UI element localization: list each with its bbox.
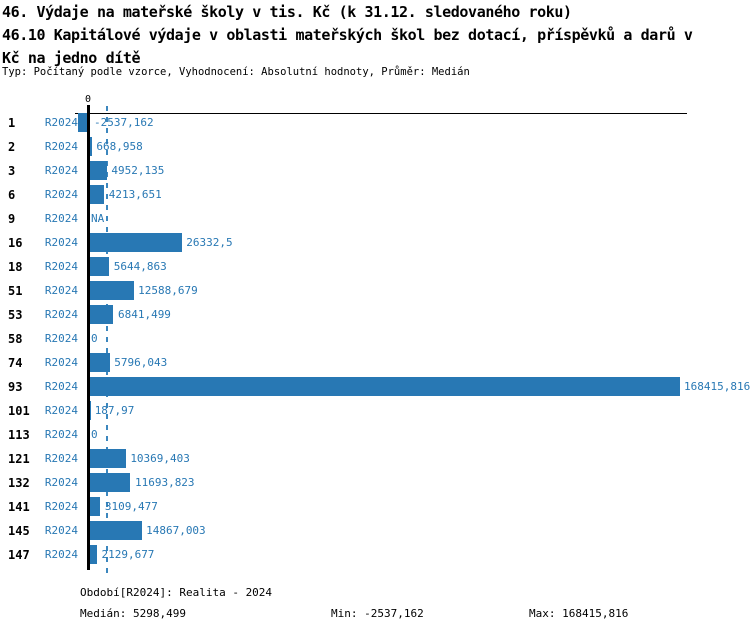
bar-value-label: 10369,403 [130,452,190,465]
row-category-label: 58 [8,332,23,346]
row-series-label: R2024 [44,356,78,369]
chart-title-line-2: 46.10 Kapitálové výdaje v oblasti mateřs… [2,26,693,44]
bar-value-label: -2537,162 [94,116,154,129]
bar-value-label: 0 [91,428,98,441]
row-series-label: R2024 [44,404,78,417]
row-series-label: R2024 [44,188,78,201]
row-category-label: 53 [8,308,23,322]
bar [89,185,105,204]
bar [89,161,107,180]
row-series-label: R2024 [44,212,78,225]
bar-value-label: 668,958 [96,140,143,153]
bar-value-label: 3109,477 [104,500,158,513]
axis-zero-tick-label: 0 [84,94,92,105]
row-series-label: R2024 [44,380,78,393]
bar-value-label: 4213,651 [108,188,162,201]
row-series-label: R2024 [44,236,78,249]
row-category-label: 141 [8,500,30,514]
row-category-label: 74 [8,356,23,370]
bar-value-label: 4952,135 [111,164,165,177]
bar [89,473,131,492]
bar [89,257,110,276]
row-series-label: R2024 [44,548,78,561]
row-category-label: 101 [8,404,30,418]
footer-period: Období[R2024]: Realita - 2024 [80,586,273,599]
bar-value-label: 6841,499 [117,308,171,321]
row-series-label: R2024 [44,428,78,441]
bar-value-label: 12588,679 [138,284,198,297]
row-category-label: 6 [8,188,16,202]
row-series-label: R2024 [44,116,78,129]
row-category-label: 3 [8,164,16,178]
row-category-label: 51 [8,284,23,298]
bar-value-label: 0 [91,332,98,345]
bar [89,545,97,564]
row-category-label: 1 [8,116,16,130]
bar [89,281,134,300]
bar-value-label: 14867,003 [146,524,206,537]
row-series-label: R2024 [44,308,78,321]
row-category-label: 147 [8,548,30,562]
bar [89,137,92,156]
bar-value-label: 187,97 [94,404,135,417]
row-series-label: R2024 [44,452,78,465]
bar-value-label: 168415,816 [684,380,750,393]
row-category-label: 145 [8,524,30,538]
chart-title-line-1: 46. Výdaje na mateřské školy v tis. Kč (… [2,3,572,21]
top-axis-line [75,113,687,114]
bar [89,377,680,396]
row-series-label: R2024 [44,140,78,153]
row-series-label: R2024 [44,284,78,297]
bar [89,353,110,372]
bar [89,521,142,540]
bar-value-label: NA [91,212,105,225]
row-category-label: 18 [8,260,23,274]
row-category-label: 2 [8,140,16,154]
bar [89,497,101,516]
row-series-label: R2024 [44,476,78,489]
row-category-label: 93 [8,380,23,394]
row-category-label: 16 [8,236,23,250]
row-series-label: R2024 [44,332,78,345]
footer-min: Min: -2537,162 [331,607,424,620]
row-category-label: 113 [8,428,30,442]
chart-meta-line: Typ: Počítaný podle vzorce, Vyhodnocení:… [2,66,470,78]
bar [89,449,126,468]
bar-value-label: 2129,677 [101,548,155,561]
bar [78,113,87,132]
bar-value-label: 5644,863 [113,260,167,273]
row-series-label: R2024 [44,164,78,177]
footer-median: Medián: 5298,499 [80,607,186,620]
zero-axis-line [87,105,90,570]
chart-title-line-3: Kč na jedno dítě [2,49,141,67]
row-category-label: 9 [8,212,16,226]
bar-value-label: 11693,823 [134,476,195,489]
row-series-label: R2024 [44,524,78,537]
median-reference-line [105,106,108,578]
row-category-label: 121 [8,452,30,466]
row-category-label: 132 [8,476,30,490]
row-series-label: R2024 [44,260,78,273]
row-series-label: R2024 [44,500,78,513]
footer-max: Max: 168415,816 [529,607,629,620]
bar [89,233,182,252]
bar [89,305,114,324]
bar-value-label: 5796,043 [114,356,168,369]
bar-value-label: 26332,5 [186,236,233,249]
